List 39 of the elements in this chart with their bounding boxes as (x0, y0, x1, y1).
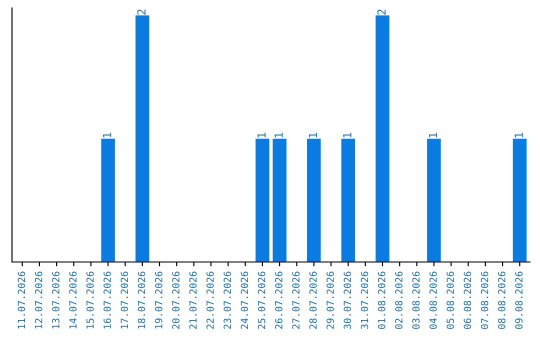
x-tick-label: 03.08.2026 (412, 272, 420, 329)
data-label: 1 (103, 132, 112, 138)
data-label: 1 (257, 132, 266, 138)
x-tick-label: 18.07.2026 (138, 272, 146, 328)
x-tick-label: 23.07.2026 (224, 272, 231, 329)
x-tick-label: 17.07.2026 (120, 272, 128, 328)
x-tick-label: 01.08.2026 (378, 272, 386, 329)
x-tick-label: 08.08.2026 (498, 272, 506, 329)
x-tick-label: 26.07.2026 (275, 272, 282, 329)
x-tick-label: 28.07.2026 (309, 272, 317, 329)
data-label: 1 (343, 132, 352, 138)
x-tick-label: 09.08.2026 (515, 272, 523, 329)
x-tick-label: 02.08.2026 (395, 272, 402, 329)
x-tick-label: 27.07.2026 (292, 272, 300, 329)
x-tick-label: 24.07.2026 (240, 272, 248, 329)
x-tick-label: 05.08.2026 (446, 272, 454, 329)
x-tick-label: 13.07.2026 (52, 272, 60, 328)
data-label: 1 (308, 132, 317, 138)
x-tick-label: 12.07.2026 (34, 272, 42, 328)
x-tick-label: 06.08.2026 (464, 272, 472, 329)
data-label: 1 (514, 132, 523, 138)
data-label: 1 (274, 132, 283, 138)
x-tick-label: 14.07.2026 (69, 272, 77, 328)
x-tick-label: 22.07.2026 (206, 272, 214, 329)
x-tick-label: 15.07.2026 (86, 272, 94, 328)
x-tick-label: 21.07.2026 (189, 272, 197, 329)
x-tick-label: 19.07.2026 (155, 272, 162, 328)
data-label: 1 (428, 132, 438, 138)
x-tick-label: 11.07.2026 (18, 272, 26, 328)
x-tick-label: 30.07.2026 (344, 272, 352, 329)
x-tick-label: 25.07.2026 (258, 272, 266, 329)
x-tick-label: 31.07.2026 (360, 272, 368, 329)
data-label: 2 (137, 10, 146, 15)
x-tick-label: 20.07.2026 (172, 272, 180, 329)
x-tick-label: 04.08.2026 (429, 272, 437, 329)
x-tick-label: 16.07.2026 (104, 272, 111, 328)
data-label: 2 (377, 10, 386, 15)
x-tick-label: 29.07.2026 (326, 272, 334, 329)
x-tick-label: 07.08.2026 (480, 272, 488, 329)
